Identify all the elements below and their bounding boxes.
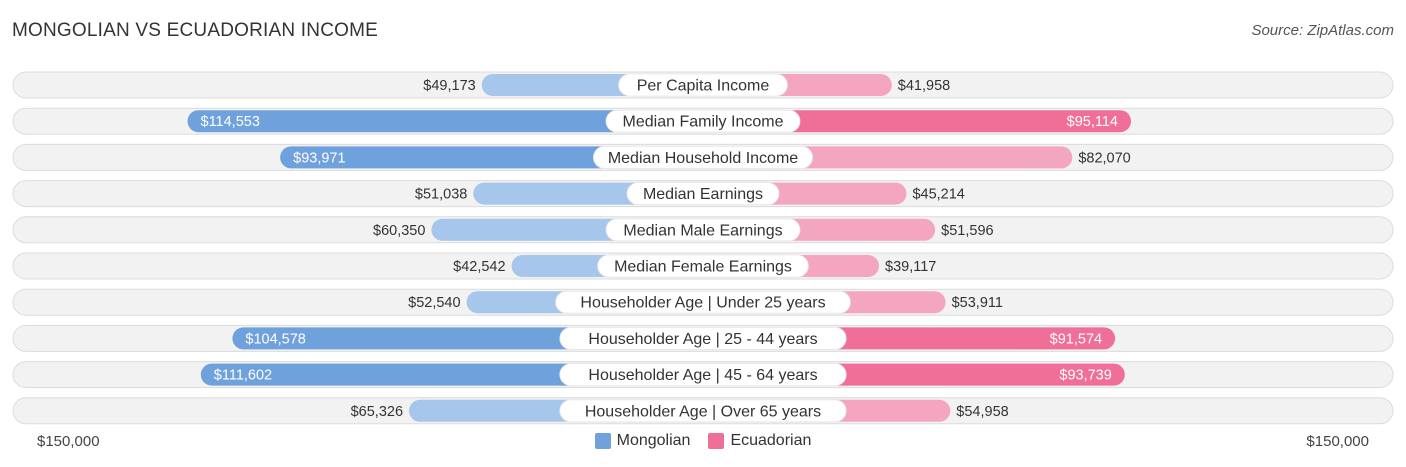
legend-label-mongolian: Mongolian — [616, 432, 691, 449]
category-label: Householder Age | 25 - 44 years — [588, 331, 817, 348]
value-label-mongolian: $42,542 — [453, 259, 505, 275]
value-label-ecuadorian: $82,070 — [1078, 150, 1130, 166]
category-pill — [555, 290, 851, 314]
value-label-mongolian: $60,350 — [373, 223, 425, 239]
axis-left-label: $150,000 — [37, 433, 100, 450]
category-pill — [559, 363, 847, 387]
legend-item-ecuadorian: Ecuadorian — [708, 432, 811, 450]
value-label-ecuadorian: $93,739 — [1059, 368, 1111, 384]
category-label: Per Capita Income — [637, 78, 770, 95]
category-pill — [597, 254, 809, 278]
bar-ecuadorian — [703, 110, 1132, 133]
value-label-mongolian: $65,326 — [351, 404, 403, 420]
legend-swatch-mongolian — [594, 433, 611, 449]
category-pill — [618, 73, 788, 97]
value-label-ecuadorian: $41,958 — [898, 78, 950, 94]
value-label-ecuadorian: $51,596 — [941, 223, 993, 239]
category-label: Median Family Income — [623, 114, 784, 131]
category-label: Householder Age | 45 - 64 years — [588, 367, 817, 384]
axis-right-label: $150,000 — [1306, 433, 1369, 450]
category-pill — [559, 399, 847, 423]
value-label-mongolian: $51,038 — [415, 187, 467, 203]
value-label-mongolian: $49,173 — [423, 78, 475, 94]
value-label-mongolian: $104,578 — [245, 331, 305, 347]
value-label-ecuadorian: $39,117 — [885, 259, 936, 275]
category-pill — [626, 182, 780, 206]
category-label: Householder Age | Over 65 years — [585, 403, 821, 420]
value-label-ecuadorian: $53,911 — [952, 295, 1003, 311]
source-note: Source: ZipAtlas.com — [1251, 22, 1394, 39]
value-label-mongolian: $93,971 — [293, 150, 345, 166]
bar-mongolian — [187, 110, 704, 133]
category-pill — [605, 218, 801, 242]
category-label: Householder Age | Under 25 years — [580, 295, 825, 312]
value-label-mongolian: $52,540 — [408, 295, 460, 311]
category-label: Median Household Income — [608, 150, 798, 167]
category-pill — [605, 109, 801, 133]
value-label-ecuadorian: $95,114 — [1067, 114, 1118, 130]
category-label: Median Earnings — [643, 186, 763, 203]
value-label-mongolian: $114,553 — [201, 114, 260, 130]
legend-label-ecuadorian: Ecuadorian — [730, 432, 812, 449]
legend-swatch-ecuadorian — [708, 433, 725, 449]
category-pill — [593, 145, 814, 169]
category-label: Median Male Earnings — [623, 222, 782, 239]
income-comparison-chart: $49,173 $41,958 Per Capita Income $114,553 $… — [12, 71, 1394, 425]
value-label-mongolian: $111,602 — [214, 368, 272, 384]
value-label-ecuadorian: $91,574 — [1050, 331, 1102, 347]
value-label-ecuadorian: $45,214 — [912, 187, 964, 203]
legend-item-mongolian: Mongolian — [594, 432, 691, 450]
value-label-ecuadorian: $54,958 — [956, 404, 1008, 420]
legend: Mongolian Ecuadorian — [0, 432, 1406, 450]
chart-title: MONGOLIAN VS ECUADORIAN INCOME — [12, 20, 378, 41]
category-pill — [559, 326, 847, 350]
category-label: Median Female Earnings — [614, 259, 792, 276]
